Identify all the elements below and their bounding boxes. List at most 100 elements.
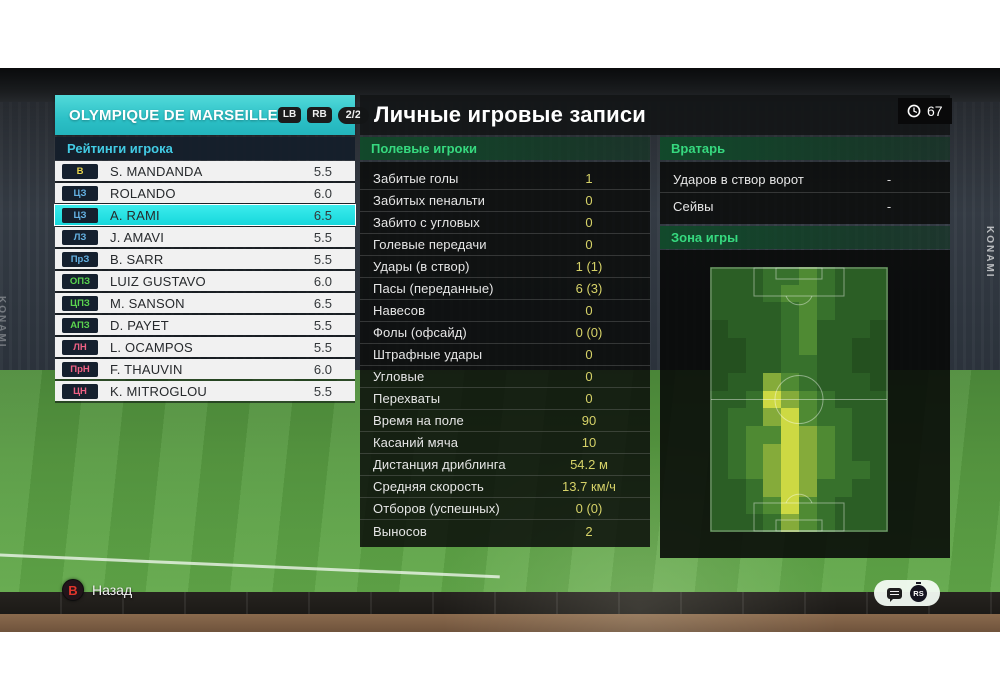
stat-row: Сейвы -	[660, 193, 950, 220]
heatmap-pitch	[710, 267, 888, 532]
stat-label: Забито с угловых	[373, 215, 480, 230]
speech-bubble-icon[interactable]	[887, 587, 902, 602]
stat-value: 0	[585, 215, 593, 230]
stat-row: Отборов (успешных) 0 (0)	[360, 498, 650, 520]
stat-value: 0	[585, 391, 593, 406]
back-label: Назад	[92, 582, 133, 598]
clock-icon	[907, 104, 921, 118]
player-row[interactable]: ЦН K. MITROGLOU 5.5	[55, 381, 355, 401]
position-badge: ЦЗ	[62, 207, 98, 223]
gamepad-b-button[interactable]: B	[62, 579, 84, 601]
player-name: B. SARR	[110, 251, 164, 267]
hint-pill[interactable]: RS	[874, 580, 940, 606]
stat-value: 1	[585, 171, 593, 186]
konami-ad-text: KONAMI	[0, 296, 7, 349]
stat-label: Забитых пенальти	[373, 193, 486, 208]
position-badge: ПрЗ	[62, 251, 98, 267]
back-control[interactable]: B Назад	[62, 579, 132, 601]
stat-value: 0	[585, 303, 593, 318]
player-rating: 5.5	[313, 317, 332, 333]
match-time-value: 67	[927, 103, 943, 119]
stat-row: Ударов в створ ворот -	[660, 166, 950, 193]
position-badge: ПрН	[62, 361, 98, 377]
stat-value: 10	[581, 435, 597, 450]
player-name: D. PAYET	[110, 317, 169, 333]
position-badge: ЛН	[62, 339, 98, 355]
stat-row: Фолы (офсайд) 0 (0)	[360, 322, 650, 344]
player-name: A. RAMI	[110, 207, 160, 223]
stat-value: 90	[581, 413, 597, 428]
player-name: J. AMAVI	[110, 229, 165, 245]
stat-value: 54.2 м	[570, 457, 608, 472]
player-row[interactable]: АПЗ D. PAYET 5.5	[55, 315, 355, 335]
position-badge: ЦН	[62, 383, 98, 399]
stat-value: -	[886, 199, 892, 214]
pitch-markings	[710, 267, 888, 532]
stat-row: Забитые голы 1	[360, 168, 650, 190]
position-badge: ЦЗ	[62, 185, 98, 201]
player-rating: 6.0	[313, 361, 332, 377]
player-name: K. MITROGLOU	[110, 383, 208, 399]
stat-label: Фолы (офсайд)	[373, 325, 467, 340]
stat-value: 0 (0)	[575, 501, 603, 516]
stat-label: Пасы (переданные)	[373, 281, 494, 296]
match-time-badge: 67	[898, 98, 952, 124]
stat-label: Угловые	[373, 369, 425, 384]
stat-value: 1 (1)	[575, 259, 603, 274]
player-name: F. THAUVIN	[110, 361, 183, 377]
stat-label: Голевые передачи	[373, 237, 487, 252]
field-player-stats: Забитые голы 1 Забитых пенальти 0 Забито…	[360, 162, 650, 547]
player-row[interactable]: ЛН L. OCAMPOS 5.5	[55, 337, 355, 357]
page-title: Личные игровые записи	[374, 102, 647, 127]
stat-row: Дистанция дриблинга 54.2 м	[360, 454, 650, 476]
player-name: L. OCAMPOS	[110, 339, 193, 355]
player-name: M. SANSON	[110, 295, 185, 311]
player-rating: 5.5	[313, 229, 332, 245]
field-players-header: Полевые игроки	[360, 137, 650, 160]
stat-label: Сейвы	[673, 199, 714, 214]
play-zone-panel	[660, 250, 950, 558]
player-list: В S. MANDANDA 5.5 ЦЗ ROLANDO 6.0 ЦЗ A. R…	[55, 161, 355, 403]
stat-row: Удары (в створ) 1 (1)	[360, 256, 650, 278]
lb-button[interactable]: LB	[277, 107, 302, 123]
right-stick-icon[interactable]: RS	[910, 581, 927, 602]
player-row[interactable]: ОПЗ LUIZ GUSTAVO 6.0	[55, 271, 355, 291]
position-badge: ОПЗ	[62, 273, 98, 289]
player-rating: 5.5	[313, 383, 332, 399]
stat-row: Выносов 2	[360, 520, 650, 542]
goalkeeper-header: Вратарь	[660, 137, 950, 160]
rb-button[interactable]: RB	[307, 107, 332, 123]
stat-value: 0	[585, 237, 593, 252]
pager-controls: LB RB 2/2	[277, 106, 369, 124]
stat-row: Перехваты 0	[360, 388, 650, 410]
stat-value: 0	[585, 193, 593, 208]
player-row[interactable]: ЦЗ ROLANDO 6.0	[55, 183, 355, 203]
stat-row: Пасы (переданные) 6 (3)	[360, 278, 650, 300]
stat-value: 6 (3)	[575, 281, 603, 296]
stat-label: Штрафные удары	[373, 347, 483, 362]
stat-label: Забитые голы	[373, 171, 459, 186]
player-rating: 6.0	[313, 273, 332, 289]
player-name: LUIZ GUSTAVO	[110, 273, 206, 289]
stat-label: Дистанция дриблинга	[373, 457, 506, 472]
title-bar: Личные игровые записи	[360, 95, 950, 135]
player-row-selected[interactable]: ЦЗ A. RAMI 6.5	[55, 205, 355, 225]
konami-ad-text: KONAMI	[984, 226, 995, 279]
player-row[interactable]: ПрН F. THAUVIN 6.0	[55, 359, 355, 379]
stat-row: Время на поле 90	[360, 410, 650, 432]
stat-row: Касаний мяча 10	[360, 432, 650, 454]
player-row[interactable]: ПрЗ B. SARR 5.5	[55, 249, 355, 269]
stat-label: Касаний мяча	[373, 435, 459, 450]
player-rating: 5.5	[313, 339, 332, 355]
team-name: OLYMPIQUE DE MARSEILLE	[69, 106, 278, 124]
player-row[interactable]: ЦПЗ M. SANSON 6.5	[55, 293, 355, 313]
player-row[interactable]: ЛЗ J. AMAVI 5.5	[55, 227, 355, 247]
stat-label: Навесов	[373, 303, 426, 318]
zone-header: Зона игры	[660, 226, 950, 249]
player-row[interactable]: В S. MANDANDA 5.5	[55, 161, 355, 181]
stat-label: Перехваты	[373, 391, 441, 406]
stat-label: Средняя скорость	[373, 479, 484, 494]
stat-label: Ударов в створ ворот	[673, 171, 804, 187]
stat-row: Голевые передачи 0	[360, 234, 650, 256]
